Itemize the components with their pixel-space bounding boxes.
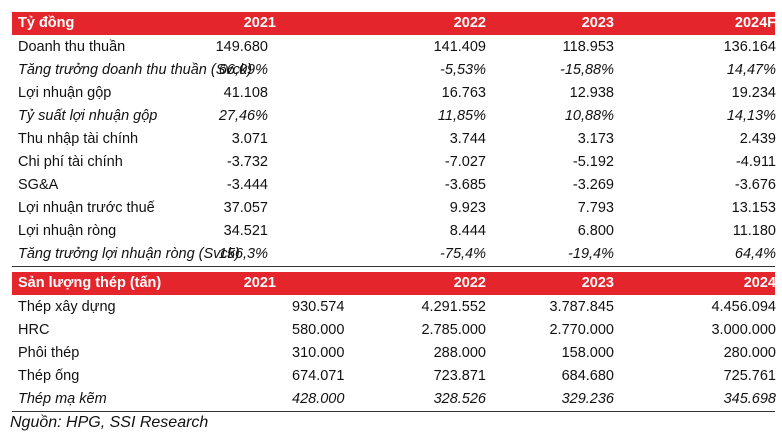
row-label: Thép ống — [18, 368, 80, 384]
data-cell: 310.000 — [292, 345, 345, 361]
header-cell: 2022 — [453, 15, 486, 31]
data-cell: 288.000 — [433, 345, 486, 361]
row-label: HRC — [18, 322, 50, 338]
data-cell: 11,85% — [437, 108, 486, 124]
row-label: Lợi nhuận ròng — [18, 223, 117, 239]
row-label: Doanh thu thuần — [18, 39, 126, 55]
data-cell: 725.761 — [723, 368, 776, 384]
header-cell: 2021 — [243, 275, 276, 291]
row-label: Lợi nhuận gộp — [18, 85, 112, 101]
data-cell: 723.871 — [433, 368, 486, 384]
data-cell: 118.953 — [562, 39, 614, 55]
row-label: SG&A — [18, 177, 59, 193]
data-cell: 4.291.552 — [421, 299, 486, 315]
data-cell: 3.000.000 — [711, 322, 776, 338]
data-cell: -4.911 — [735, 154, 776, 170]
data-cell: 156,3% — [218, 246, 268, 262]
data-cell: -5.192 — [572, 154, 614, 170]
header-cell: 2024 — [743, 275, 776, 291]
data-cell: 280.000 — [723, 345, 776, 361]
data-cell: 13.153 — [731, 200, 776, 216]
header-band — [12, 12, 775, 35]
header-cell: Sản lượng thép (tấn) — [18, 275, 162, 291]
row-label: Tỷ suất lợi nhuận gộp — [18, 108, 158, 124]
data-cell: -5,53% — [440, 62, 486, 78]
data-cell: -3.685 — [444, 177, 486, 193]
row-label: Lợi nhuận trước thuế — [18, 200, 155, 216]
data-cell: 10,88% — [564, 108, 614, 124]
header-cell: 2021 — [243, 15, 276, 31]
data-cell: 3.071 — [231, 131, 268, 147]
header-cell: 2023 — [581, 15, 614, 31]
data-cell: 2.770.000 — [549, 322, 614, 338]
data-cell: 34.521 — [223, 223, 268, 239]
data-cell: 27,46% — [218, 108, 268, 124]
header-cell: Tỷ đồng — [18, 15, 75, 31]
table-rule — [12, 411, 775, 412]
row-label: Thép xây dựng — [18, 299, 116, 315]
header-cell: 2022 — [453, 275, 486, 291]
data-cell: 328.526 — [433, 391, 486, 407]
row-label: Tăng trưởng doanh thu thuần (Svck) — [18, 62, 252, 78]
data-cell: 930.574 — [292, 299, 345, 315]
data-cell: 14,47% — [726, 62, 776, 78]
data-cell: 7.793 — [577, 200, 614, 216]
data-cell: 158.000 — [561, 345, 614, 361]
row-label: Tăng trưởng lợi nhuận ròng (Svck) — [18, 246, 240, 262]
data-cell: -3.444 — [226, 177, 268, 193]
table-rule — [12, 266, 775, 267]
data-cell: 428.000 — [292, 391, 345, 407]
row-label: Thu nhập tài chính — [18, 131, 139, 147]
data-cell: 64,4% — [734, 246, 776, 262]
data-cell: 674.071 — [292, 368, 345, 384]
data-cell: 3.744 — [449, 131, 486, 147]
data-cell: 3.173 — [577, 131, 614, 147]
data-cell: 41.108 — [223, 85, 268, 101]
header-cell: 2023 — [581, 275, 614, 291]
data-cell: -3.269 — [572, 177, 614, 193]
data-cell: 149.680 — [215, 39, 268, 55]
data-cell: 14,13% — [726, 108, 776, 124]
data-cell: 580.000 — [292, 322, 345, 338]
data-cell: 3.787.845 — [549, 299, 614, 315]
data-cell: 329.236 — [561, 391, 614, 407]
data-cell: 8.444 — [449, 223, 486, 239]
data-cell: -15,88% — [559, 62, 614, 78]
data-cell: 12.938 — [569, 85, 614, 101]
data-cell: 9.923 — [449, 200, 486, 216]
data-cell: 2.785.000 — [421, 322, 486, 338]
data-cell: -7.027 — [444, 154, 486, 170]
data-cell: 684.680 — [561, 368, 614, 384]
data-cell: 6.800 — [577, 223, 614, 239]
data-cell: 4.456.094 — [711, 299, 776, 315]
row-label: Chi phí tài chính — [18, 154, 123, 170]
data-cell: 345.698 — [723, 391, 776, 407]
data-cell: 19.234 — [731, 85, 776, 101]
data-cell: 66,09% — [218, 62, 268, 78]
data-cell: 11.180 — [732, 223, 776, 239]
row-label: Thép mạ kẽm — [18, 391, 107, 407]
source-note: Nguồn: HPG, SSI Research — [10, 414, 209, 431]
data-cell: -19,4% — [568, 246, 614, 262]
data-cell: -3.676 — [734, 177, 776, 193]
data-cell: 141.409 — [433, 39, 486, 55]
data-cell: -3.732 — [226, 154, 268, 170]
header-band — [12, 272, 775, 295]
row-label: Phôi thép — [18, 345, 80, 361]
data-cell: -75,4% — [440, 246, 486, 262]
data-cell: 136.164 — [723, 39, 776, 55]
data-cell: 2.439 — [739, 131, 776, 147]
header-cell: 2024F — [734, 15, 776, 31]
data-cell: 37.057 — [223, 200, 268, 216]
data-cell: 16.763 — [441, 85, 486, 101]
